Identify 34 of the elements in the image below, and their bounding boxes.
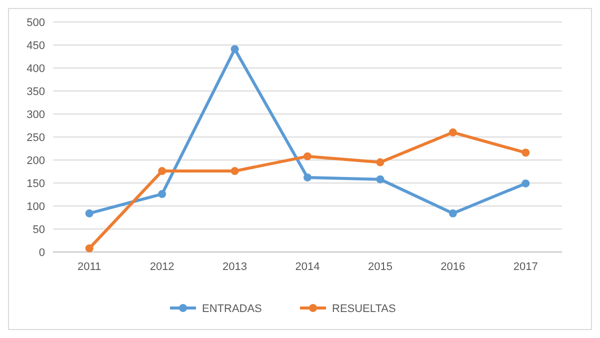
y-tick-label: 450 <box>26 40 45 52</box>
point <box>522 179 530 188</box>
point <box>376 158 384 166</box>
point <box>158 190 166 198</box>
point <box>376 175 384 184</box>
x-tick-label: 2012 <box>150 261 174 273</box>
y-tick-label: 250 <box>26 132 45 144</box>
y-tick-label: 500 <box>26 16 45 29</box>
x-tick-label: 2016 <box>440 261 466 273</box>
y-tick-label: 200 <box>26 154 45 167</box>
legend-label: ENTRADAS <box>202 302 262 315</box>
point <box>230 45 239 54</box>
point <box>158 167 166 176</box>
y-tick-label: 300 <box>26 108 45 121</box>
x-tick-label: 2013 <box>222 261 248 273</box>
point <box>448 128 457 136</box>
x-tick-label: 2014 <box>295 261 320 273</box>
y-tick-label: 100 <box>26 200 45 213</box>
y-tick-label: 50 <box>32 224 45 236</box>
x-tick-label: 2015 <box>368 261 392 273</box>
point <box>85 209 94 218</box>
y-tick-label: 150 <box>26 178 45 190</box>
legend-label: RESUELTAS <box>332 302 396 315</box>
point <box>304 173 312 182</box>
y-tick-label: 400 <box>26 62 45 75</box>
point <box>448 209 457 218</box>
x-tick-label: 2017 <box>513 261 538 273</box>
point <box>85 244 94 252</box>
point <box>522 148 530 157</box>
y-tick-label: 350 <box>26 86 45 98</box>
point <box>304 152 312 160</box>
x-tick-label: 2011 <box>78 261 102 273</box>
point <box>230 167 239 176</box>
y-tick-label: 0 <box>38 246 45 259</box>
